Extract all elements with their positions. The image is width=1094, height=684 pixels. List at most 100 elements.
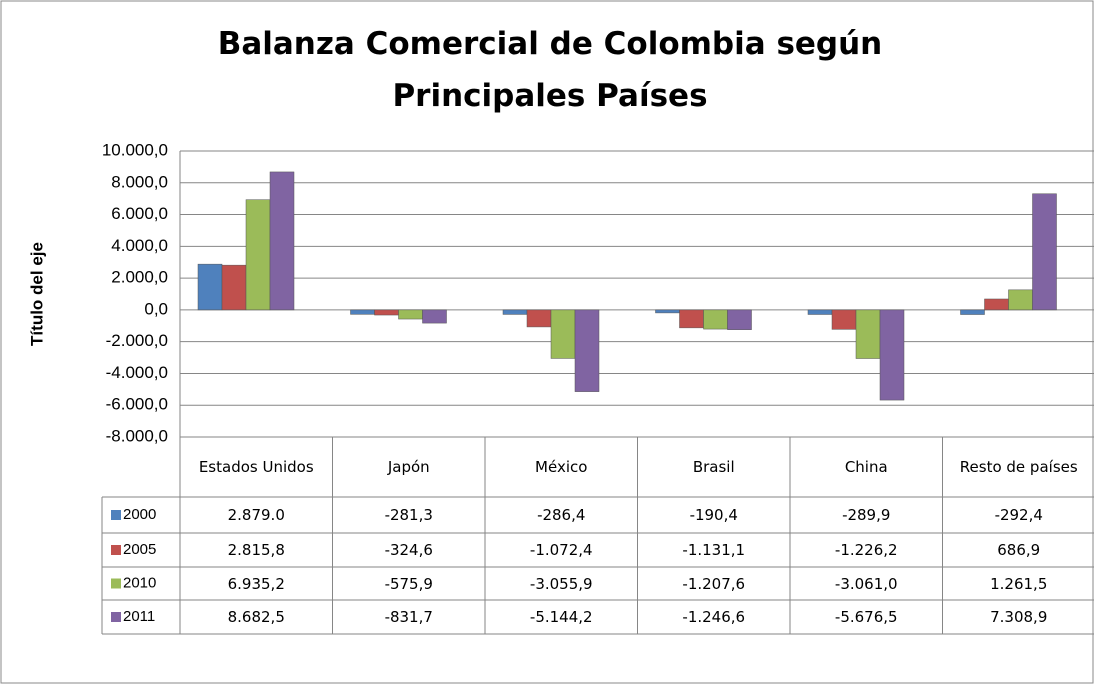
y-axis-label: Título del eje [27,242,46,346]
y-tick-label: -4.000,0 [106,363,168,382]
bar [398,309,423,320]
table-value-box: 1.261,5 [990,574,1048,593]
table-value: 2.879.0 [227,506,285,524]
bar [526,309,552,328]
table-value: 7.308,9 [990,608,1048,626]
x-tick-label-box: Resto de países [959,458,1078,476]
x-tick-label: Resto de países [959,458,1078,476]
table-value-box: -1.246,6 [682,608,746,626]
bar [807,309,833,315]
table-value: -575,9 [384,574,433,593]
bar [960,309,985,315]
table-value-box: 686,9 [997,541,1041,559]
table-value: -190,4 [689,506,738,524]
legend-label: 2010 [123,574,156,591]
x-tick-label: Estados Unidos [198,458,314,476]
legend-label: 2000 [123,506,156,523]
table-value: -286,4 [537,506,586,524]
bar [1032,193,1057,311]
table-value: -292,4 [994,506,1043,524]
bar [221,264,247,311]
y-tick-label: -8.000,0 [106,426,168,445]
table-value: -5.144,2 [529,608,593,626]
bar [679,309,704,329]
legend-swatch [111,510,121,520]
table-value: -3.055,9 [529,574,593,593]
table-value-box: -3.061,0 [834,574,898,593]
legend-swatch [111,578,121,589]
table-value: 686,9 [997,541,1041,559]
legend-label: 2005 [123,541,156,558]
y-tick-label: -6.000,0 [106,395,168,414]
table-value-box: 2.879.0 [227,506,285,524]
table-value-box: -5.144,2 [529,608,593,626]
y-tick-label: 4.000,0 [111,236,168,255]
x-tick-label-box: Estados Unidos [198,458,314,476]
bar [984,298,1009,311]
x-tick-label: China [844,458,888,476]
y-tick-label: 10.000,0 [102,140,168,159]
bar [1008,289,1033,311]
table-value-box: -3.055,9 [529,574,593,593]
bar [855,309,881,359]
legend-swatch [111,612,121,622]
table-value: -324,6 [384,541,433,559]
table-value: 6.935,2 [227,574,285,593]
table-value-box: -5.676,5 [834,608,898,626]
y-tick-label: 2.000,0 [111,268,168,287]
x-tick-label-box: México [535,458,588,476]
bar [502,309,528,315]
x-tick-label-box: Japón [387,458,430,476]
table-value: -281,3 [384,506,433,524]
table-value: 2.815,8 [227,541,285,559]
table-value-box: -292,4 [994,506,1043,524]
table-value-box: -286,4 [537,506,586,524]
table-value-box: -1.131,1 [682,541,746,559]
bar [374,309,399,316]
table-value-box: -281,3 [384,506,433,524]
table-value: -1.246,6 [682,608,746,626]
table-value: -1.131,1 [682,541,746,559]
bar [197,263,223,311]
x-tick-label-box: China [844,458,888,476]
legend-swatch [111,545,121,555]
table-value-box: -1.207,6 [682,574,746,593]
table-value: 1.261,5 [990,574,1048,593]
y-tick-label: -2.000,0 [106,331,168,350]
chart-title: Balanza Comercial de Colombia según Prin… [217,26,883,114]
table-value-box: 8.682,5 [227,608,285,626]
bar [879,309,905,401]
table-value: -1.207,6 [682,574,746,593]
table-value: 8.682,5 [227,608,285,626]
bar [703,309,728,330]
legend-label: 2011 [123,608,155,625]
table-value-box: -831,7 [384,608,433,626]
bar [727,309,752,330]
bar [245,199,271,311]
table-value-box: 7.308,9 [990,608,1048,626]
x-tick-label: Japón [387,458,430,476]
bar [831,309,857,330]
table-value: -831,7 [384,608,433,626]
bar [422,309,447,324]
table-value: -3.061,0 [834,574,898,593]
table-value: -5.676,5 [834,608,898,626]
table-value-box: -324,6 [384,541,433,559]
table-value: -289,9 [842,506,891,524]
table-value-box: -289,9 [842,506,891,524]
table-value: -1.226,2 [834,541,898,559]
y-tick-label: 8.000,0 [111,172,168,191]
bar [269,171,295,311]
bar [655,309,680,314]
y-tick-label: 0,0 [144,299,168,318]
x-tick-label-box: Brasil [693,458,735,476]
table-value-box: -575,9 [384,574,433,593]
table-value-box: 2.815,8 [227,541,285,559]
table-value-box: 6.935,2 [227,574,285,593]
table-value-box: -1.226,2 [834,541,898,559]
x-tick-label: México [535,458,588,476]
y-tick-label: 6.000,0 [111,204,168,223]
table-value-box: -1.072,4 [529,541,593,559]
table-value: -1.072,4 [529,541,593,559]
